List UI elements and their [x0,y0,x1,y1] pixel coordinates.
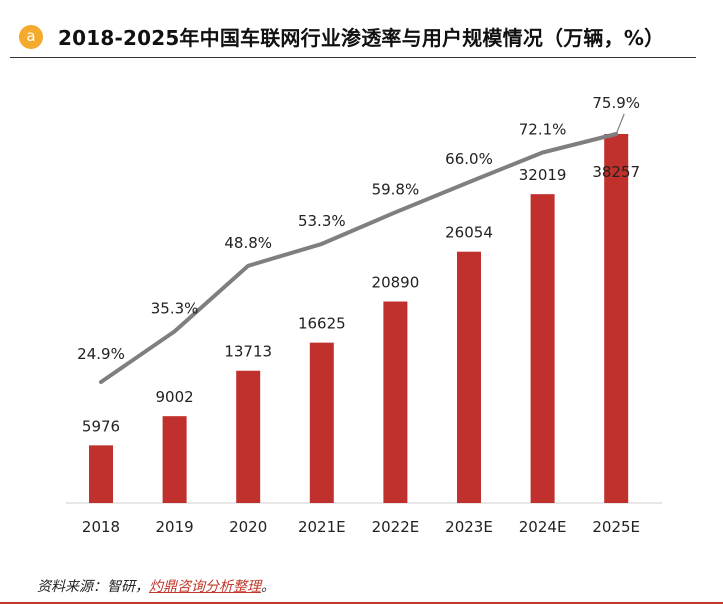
penetration-label: 75.9% [592,94,640,112]
header-divider [10,57,696,58]
source-suffix: 。 [261,579,275,595]
penetration-label: 48.8% [224,234,272,252]
x-tick-label: 2022E [372,518,420,536]
penetration-rate-line [99,132,619,384]
penetration-label: 24.9% [77,345,125,363]
x-tick-label: 2018 [82,518,120,536]
bar-value-label: 9002 [156,388,194,406]
x-tick-label: 2023E [445,518,493,536]
bar-2019 [162,416,187,503]
x-tick-label: 2024E [519,518,567,536]
x-tick-label: 2019 [156,518,194,536]
bar-2022E [383,301,408,503]
bar-2021E [309,342,334,503]
bar-line-chart: 5976 9002 13713 16625 20890 26054 32019 38257 2… [66,94,662,536]
source-link[interactable]: 灼鼎咨询分析整理 [149,579,261,595]
bar-2024E [530,194,555,503]
bar-value-label: 26054 [445,224,493,242]
penetration-label: 66.0% [445,150,493,168]
footer-divider [0,602,723,604]
source-prefix: 资料来源：智研， [37,579,149,595]
bar-value-label: 13713 [224,343,272,361]
section-badge: a [19,25,43,49]
chart-header: a 2018-2025年中国车联网行业渗透率与用户规模情况（万辆，%） [0,0,723,58]
chart-title: 2018-2025年中国车联网行业渗透率与用户规模情况（万辆，%） [58,26,665,50]
bar-2020 [236,370,261,503]
bar-value-label: 20890 [372,274,420,292]
bar-value-label: 38257 [592,163,640,181]
penetration-label: 59.8% [372,180,420,198]
x-tick-label: 2021E [298,518,346,536]
bar-2025E [604,134,629,503]
penetration-label: 72.1% [519,120,567,138]
bar-value-label: 16625 [298,315,346,333]
x-tick-label: 2020 [229,518,267,536]
bar-value-label: 5976 [82,417,120,435]
bar-2023E [457,251,481,503]
data-source-note: 资料来源：智研，灼鼎咨询分析整理。 [37,576,275,596]
bar-value-label: 32019 [519,166,567,184]
bar-2018 [89,445,113,503]
penetration-label: 35.3% [151,299,199,317]
penetration-label: 53.3% [298,212,346,230]
x-tick-label: 2025E [592,518,640,536]
last-point-leader-line [615,113,625,135]
